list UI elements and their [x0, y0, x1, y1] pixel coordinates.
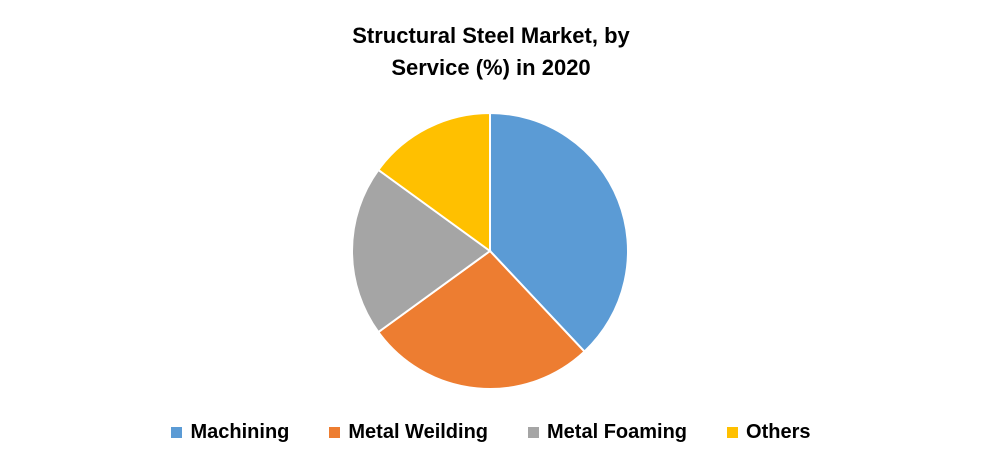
legend-swatch	[171, 427, 183, 438]
legend-label: Metal Foaming	[547, 421, 688, 443]
legend-item: Machining	[171, 421, 289, 444]
legend-label: Others	[746, 421, 811, 443]
pie-slice	[376, 111, 491, 253]
legend-swatch	[727, 427, 739, 438]
legend-item: Others	[727, 421, 811, 444]
legend-swatch	[329, 427, 341, 438]
chart	[351, 111, 629, 390]
legend-label: Machining	[190, 421, 290, 443]
pie-slice	[351, 168, 492, 334]
legend: Machining Metal Weilding Metal Foaming Othe…	[0, 421, 982, 444]
chart-title: Structural Steel Market, by Service (%) …	[352, 23, 630, 80]
legend-item: Metal Foaming	[528, 421, 687, 444]
pie-slice	[489, 111, 629, 354]
pie-slice	[376, 249, 586, 390]
legend-item: Metal Weilding	[329, 421, 488, 444]
legend-label: Metal Weilding	[348, 421, 489, 443]
legend-swatch	[528, 427, 540, 438]
